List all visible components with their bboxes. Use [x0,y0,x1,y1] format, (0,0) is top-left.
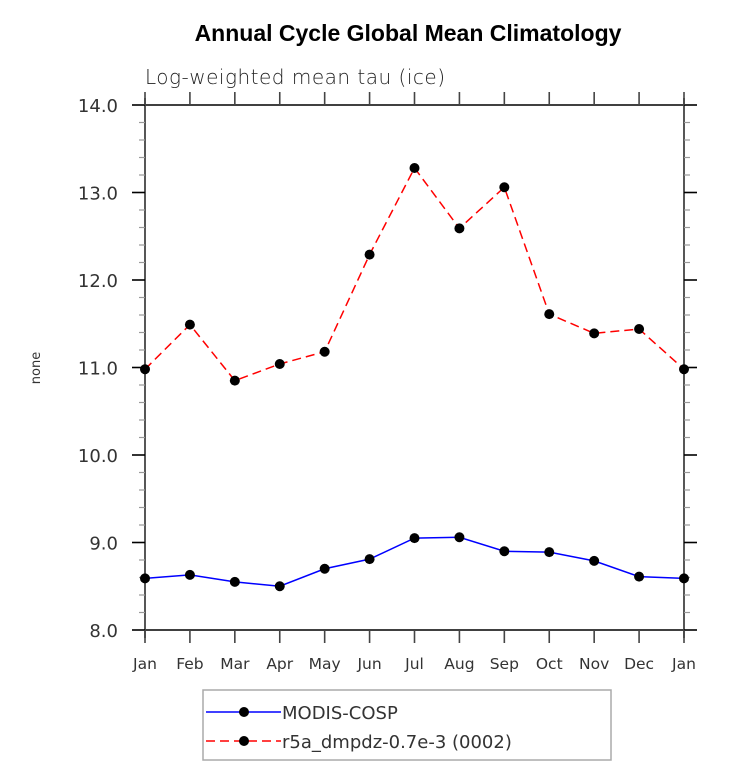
y-tick-label: 8.0 [89,621,118,642]
y-axis-label: none [29,352,44,384]
y-tick-label: 12.0 [78,271,118,292]
legend-label: r5a_dmpdz-0.7e-3 (0002) [282,732,512,753]
series-r5a-dmpdz [140,163,689,386]
data-point [589,555,600,566]
x-tick-label: Oct [536,655,563,673]
data-point [274,581,285,592]
data-point [229,576,240,587]
data-point [319,346,330,357]
data-point [499,546,510,557]
y-tick-label: 10.0 [78,446,118,467]
data-point [140,573,150,584]
x-tick-label: Sep [490,655,519,673]
x-tick-label: Jan [671,655,696,673]
data-point [499,182,510,193]
data-point [184,569,195,580]
chart-title: Annual Cycle Global Mean Climatology [195,20,622,46]
series-line [144,166,685,382]
data-point [544,547,555,558]
axes: 8.0 9.0 10.0 11.0 12.0 13.0 14.0 Jan Feb Mar Apr Ma… [78,92,697,673]
legend-box [202,689,612,761]
data-point [454,532,465,543]
data-point [184,319,195,330]
x-tick-label: Jul [404,655,424,673]
data-point [364,249,375,260]
data-point [319,563,330,574]
legend-marker [239,707,249,717]
x-tick-label: May [309,655,341,673]
x-tick-label: Mar [220,655,250,673]
x-tick-label: Jun [356,655,381,673]
y-tick-label: 9.0 [89,534,118,555]
x-tick-label: Nov [579,655,609,673]
data-point [364,554,375,565]
series-modis-cosp [140,532,689,592]
data-point [679,573,689,584]
y-tick-label: 11.0 [78,359,118,380]
data-point [679,364,689,375]
legend-label: MODIS-COSP [282,703,398,724]
y-tick-label: 14.0 [78,96,118,117]
data-point [409,533,420,544]
chart-subtitle: Log-weighted mean tau (ice) [145,65,446,89]
data-point [454,223,465,234]
x-tick-label: Dec [624,655,654,673]
data-point [634,571,645,582]
data-point [140,364,150,375]
series-line [144,536,685,588]
data-point [274,359,285,369]
data-point [544,309,555,320]
data-point [229,375,240,386]
x-tick-label: Feb [176,655,203,673]
x-tick-label: Aug [444,655,474,673]
x-tick-label: Apr [266,655,293,673]
legend-marker [239,736,249,746]
y-tick-label: 13.0 [78,184,118,205]
series-layer [140,163,689,592]
x-tick-label: Jan [132,655,157,673]
legend: MODIS-COSP r5a_dmpdz-0.7e-3 (0002) [202,689,612,761]
data-point [409,163,420,173]
data-point [634,324,645,334]
data-point [589,328,600,339]
